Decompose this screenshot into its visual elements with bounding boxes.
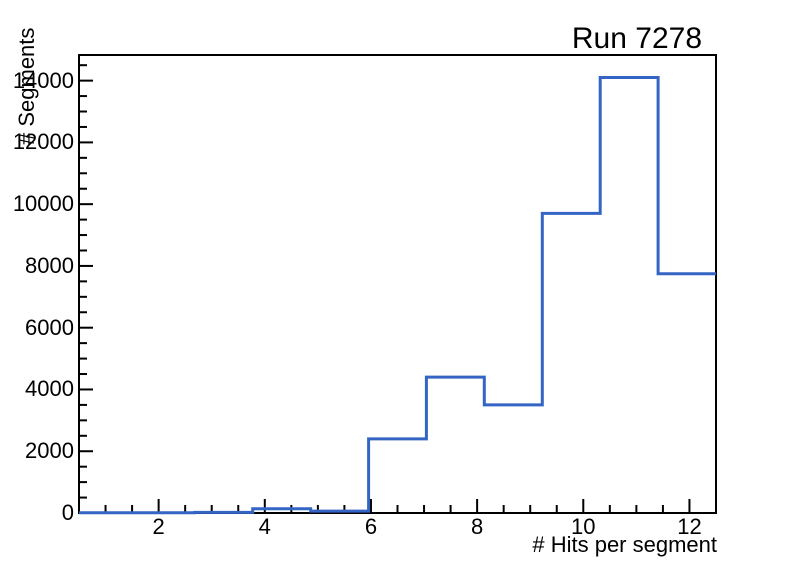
y-tick-label: 14000 bbox=[12, 67, 74, 93]
plot-frame bbox=[78, 54, 717, 514]
x-tick-label: 4 bbox=[258, 514, 271, 539]
x-tick-label: 2 bbox=[152, 514, 165, 539]
y-tick-label: 8000 bbox=[25, 252, 74, 278]
y-tick-label: 10000 bbox=[12, 191, 74, 217]
x-tick-label: 12 bbox=[677, 514, 702, 539]
y-tick-label: 6000 bbox=[25, 314, 74, 340]
y-tick-label: 4000 bbox=[25, 376, 74, 402]
y-tick-label: 12000 bbox=[12, 129, 74, 155]
x-tick-label: 10 bbox=[571, 514, 596, 539]
chart-title: Run 7278 bbox=[571, 22, 702, 55]
x-tick-label: 8 bbox=[471, 514, 484, 539]
y-tick-label: 2000 bbox=[25, 438, 74, 464]
y-tick-label: 0 bbox=[61, 500, 74, 525]
histogram-line bbox=[79, 76, 716, 515]
x-axis-label: # Hits per segment bbox=[532, 532, 717, 557]
x-tick-label: 6 bbox=[364, 514, 378, 539]
